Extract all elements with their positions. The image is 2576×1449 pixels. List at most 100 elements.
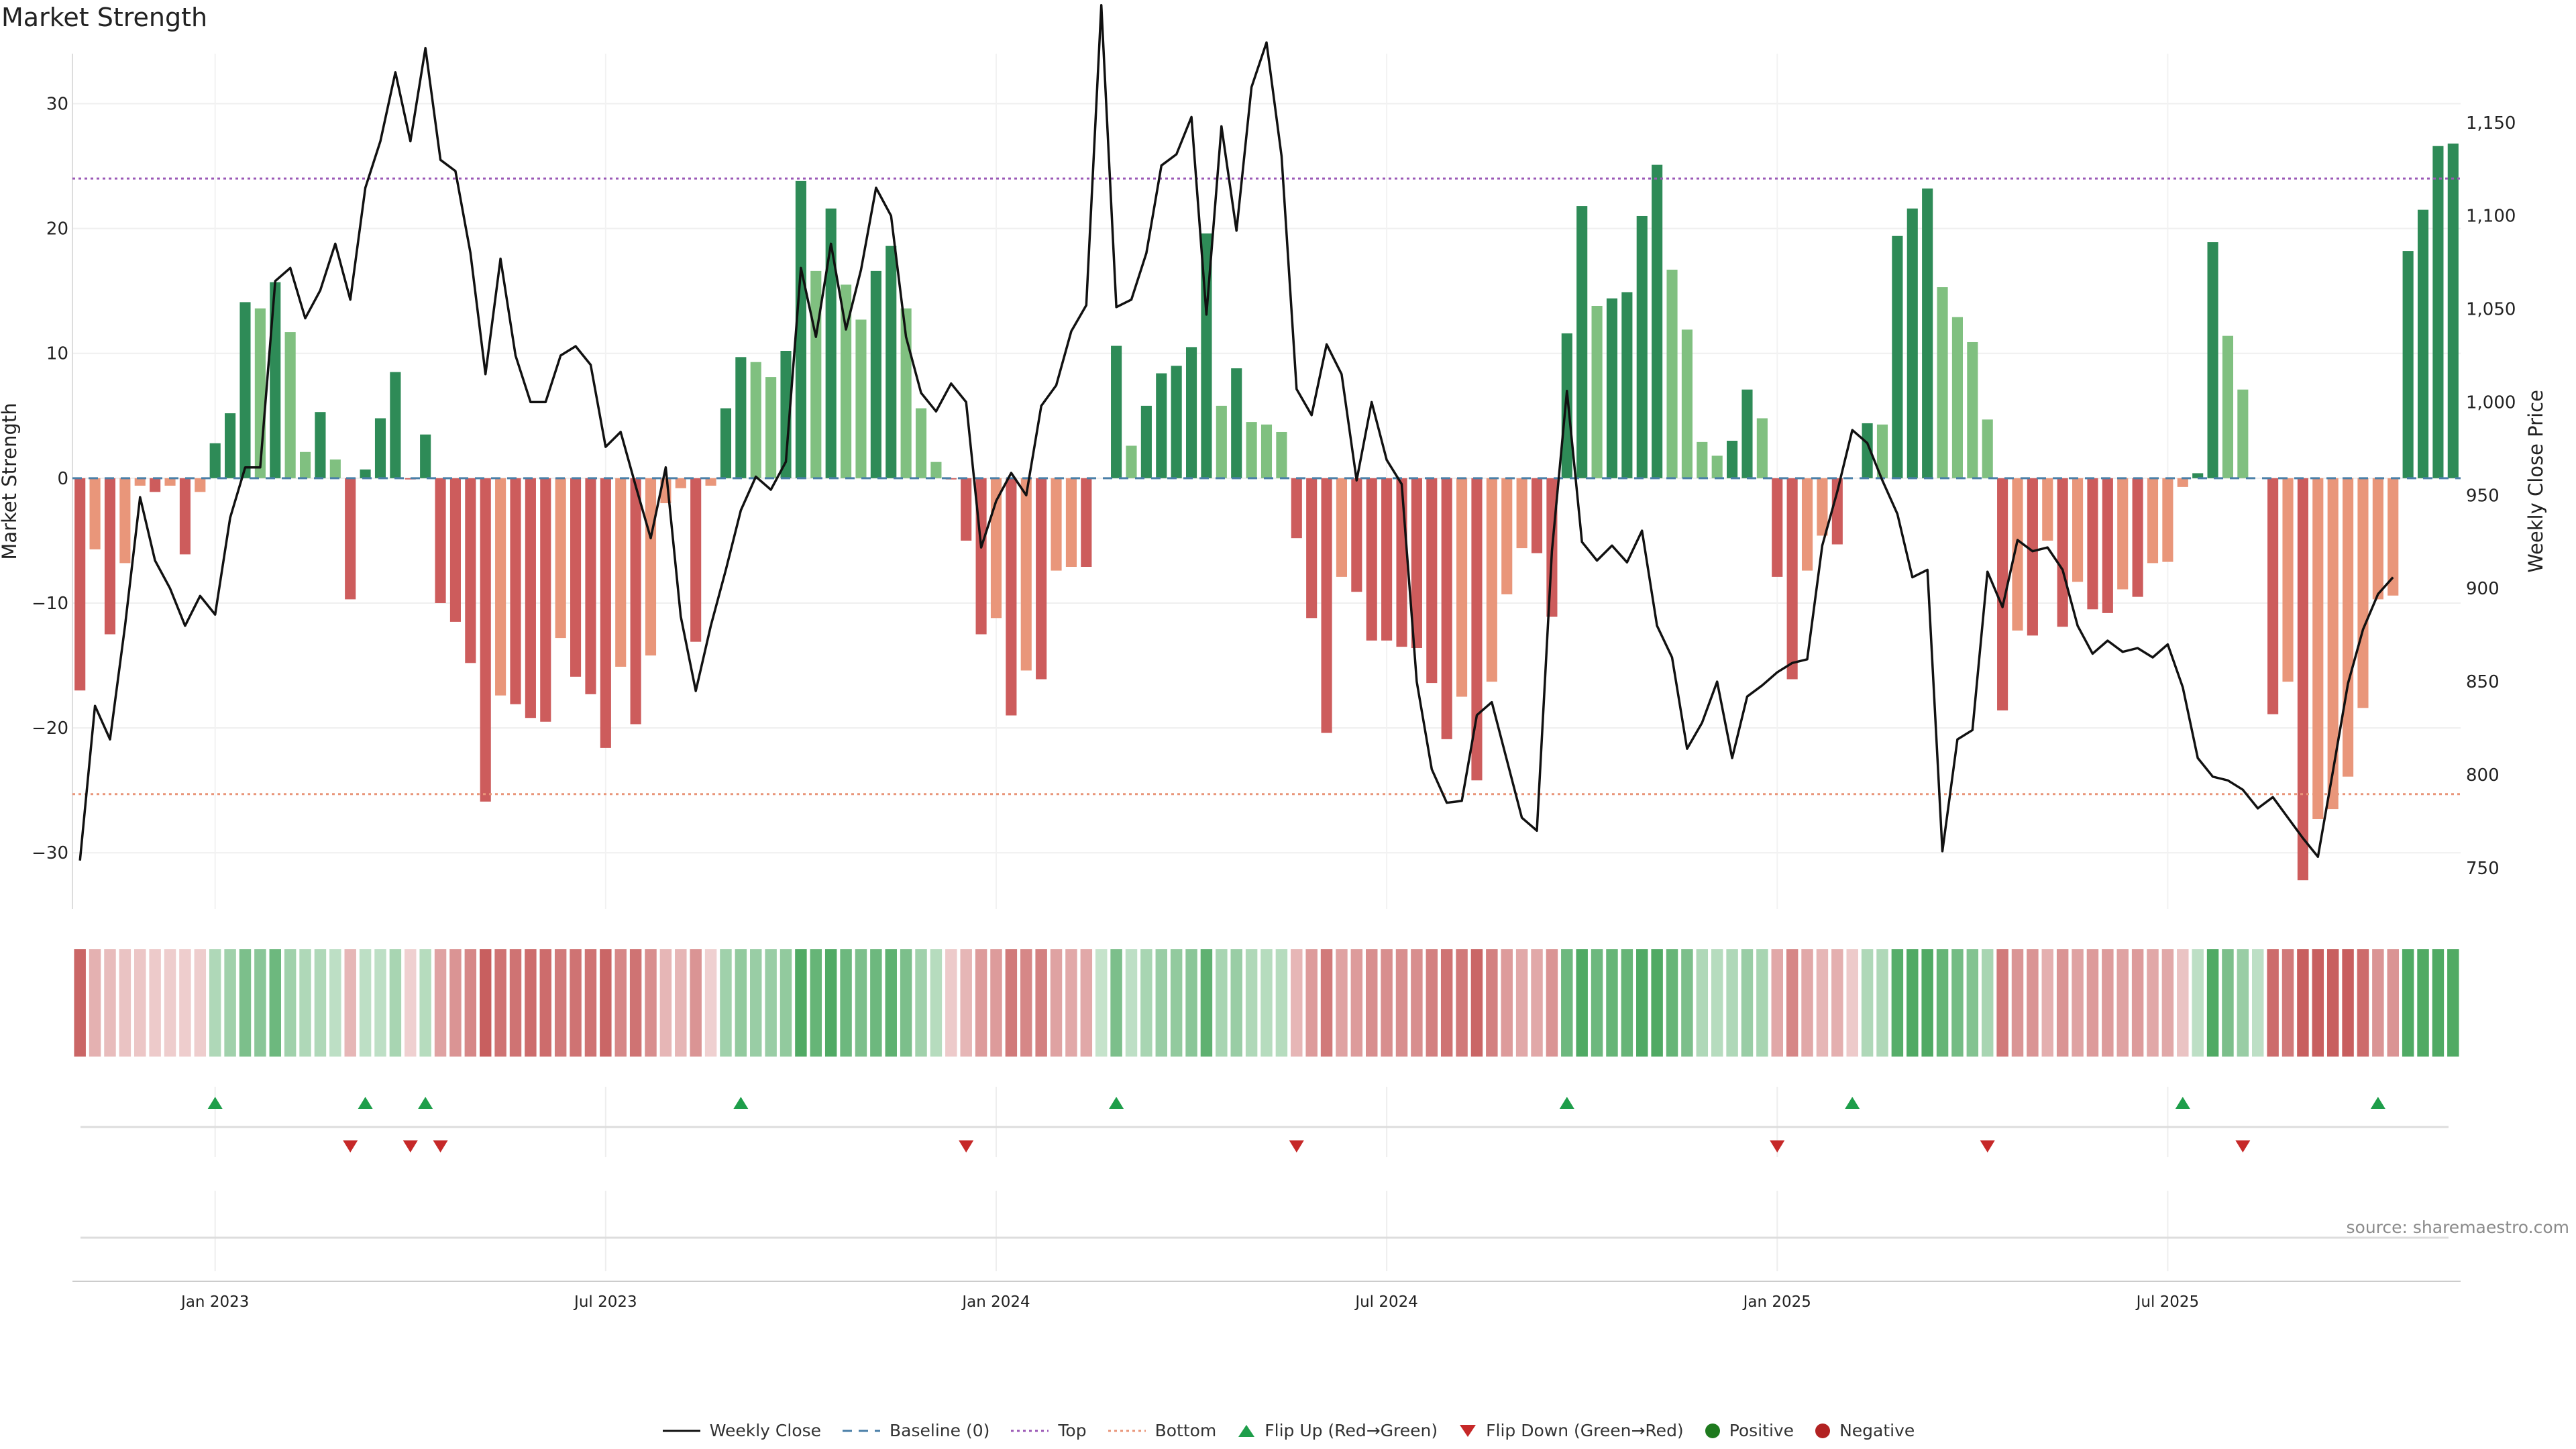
strength-bar-130 xyxy=(2027,478,2038,636)
strength-bar-40 xyxy=(675,478,686,488)
y-tick-label-3: 0 xyxy=(57,469,68,489)
strength-bar-133 xyxy=(2072,478,2084,582)
heat-cell-117 xyxy=(1831,949,1843,1057)
strength-bar-11 xyxy=(239,302,251,478)
strength-bar-47 xyxy=(780,350,792,478)
legend-item-baseline[interactable]: Baseline (0) xyxy=(841,1421,989,1440)
heat-cell-155 xyxy=(2402,949,2414,1057)
strength-bar-14 xyxy=(284,332,296,478)
strength-bar-151 xyxy=(2343,478,2354,777)
heat-cell-85 xyxy=(1350,949,1363,1057)
strength-bar-51 xyxy=(841,284,852,478)
heat-cell-135 xyxy=(2102,949,2114,1057)
heat-cell-112 xyxy=(1756,949,1768,1057)
y2-tick-label-8: 1,150 xyxy=(2466,113,2516,133)
strength-bar-147 xyxy=(2282,478,2294,682)
heat-cell-104 xyxy=(1636,949,1648,1057)
strength-bar-28 xyxy=(495,478,506,696)
heat-cell-22 xyxy=(405,949,417,1057)
flip-down-marker-2 xyxy=(433,1140,448,1152)
strength-bar-123 xyxy=(1922,189,1933,478)
strength-bar-110 xyxy=(1727,441,1738,478)
legend-item-weekly-close[interactable]: Weekly Close xyxy=(661,1421,821,1440)
strength-bar-129 xyxy=(2012,478,2023,631)
heat-cell-23 xyxy=(419,949,431,1057)
strength-bar-27 xyxy=(480,478,491,802)
strength-bar-121 xyxy=(1892,235,1903,478)
strength-bar-99 xyxy=(1561,333,1572,478)
heat-cell-33 xyxy=(570,949,582,1057)
legend-item-top[interactable]: Top xyxy=(1010,1421,1087,1440)
heat-cell-125 xyxy=(1951,949,1964,1057)
heat-cell-157 xyxy=(2432,949,2445,1057)
strength-bar-23 xyxy=(420,434,431,478)
heat-cell-140 xyxy=(2177,949,2189,1057)
y2-tick-label-5: 1,000 xyxy=(2466,392,2516,413)
legend-item-negative[interactable]: Negative xyxy=(1814,1421,1915,1440)
legend-item-positive[interactable]: Positive xyxy=(1704,1421,1794,1440)
heat-cell-49 xyxy=(810,949,822,1057)
heat-cell-114 xyxy=(1786,949,1799,1057)
heat-cell-136 xyxy=(2116,949,2129,1057)
heat-cell-123 xyxy=(1921,949,1933,1057)
heat-cell-53 xyxy=(870,949,882,1057)
strength-bar-52 xyxy=(855,319,867,478)
heat-cell-67 xyxy=(1080,949,1093,1057)
heat-cell-84 xyxy=(1336,949,1348,1057)
heat-cell-8 xyxy=(194,949,207,1057)
strength-bar-83 xyxy=(1321,478,1332,733)
strength-bar-64 xyxy=(1036,478,1047,680)
strength-bar-150 xyxy=(2327,478,2339,810)
strength-bar-9 xyxy=(209,443,221,478)
strength-bar-106 xyxy=(1666,270,1678,478)
legend-label-close: Weekly Close xyxy=(709,1421,822,1440)
heat-cell-30 xyxy=(525,949,537,1057)
heat-cell-2 xyxy=(104,949,116,1057)
legend-item-flip-up[interactable]: Flip Up (Red→Green) xyxy=(1236,1421,1438,1440)
strength-bar-109 xyxy=(1711,455,1723,478)
strength-bar-43 xyxy=(720,408,732,478)
heat-cell-106 xyxy=(1666,949,1678,1057)
strength-bar-114 xyxy=(1786,478,1798,680)
heat-cell-50 xyxy=(824,949,837,1057)
strength-bar-29 xyxy=(510,478,521,704)
x-tick-label-0: Jan 2023 xyxy=(180,1293,249,1311)
flip-up-marker-1 xyxy=(358,1097,373,1109)
strength-bar-33 xyxy=(570,478,582,677)
strength-bar-13 xyxy=(270,282,281,478)
legend-label-flip-down: Flip Down (Green→Red) xyxy=(1486,1421,1684,1440)
heat-cell-101 xyxy=(1591,949,1603,1057)
heat-cell-82 xyxy=(1305,949,1318,1057)
heat-cell-81 xyxy=(1291,949,1303,1057)
heat-cell-58 xyxy=(945,949,957,1057)
strength-bar-108 xyxy=(1697,441,1708,478)
heat-cell-6 xyxy=(164,949,176,1057)
heat-cell-146 xyxy=(2267,949,2279,1057)
strength-bar-140 xyxy=(2177,478,2188,487)
y2-axis-label: Weekly Close Price xyxy=(2524,390,2547,573)
heat-cell-89 xyxy=(1411,949,1423,1057)
x-tick-label-1: Jul 2023 xyxy=(573,1293,637,1311)
heat-cell-4 xyxy=(134,949,146,1057)
flip-up-marker-2 xyxy=(418,1097,433,1109)
strength-bar-45 xyxy=(750,362,761,478)
heat-cell-142 xyxy=(2206,949,2219,1057)
heat-cell-151 xyxy=(2342,949,2354,1057)
flip-up-marker-8 xyxy=(2370,1097,2385,1109)
heat-cell-137 xyxy=(2131,949,2144,1057)
strength-bar-81 xyxy=(1291,478,1302,539)
legend-item-flip-down[interactable]: Flip Down (Green→Red) xyxy=(1458,1421,1684,1440)
strength-bar-116 xyxy=(1817,478,1828,536)
heat-cell-103 xyxy=(1621,949,1633,1057)
heat-cell-153 xyxy=(2372,949,2384,1057)
strength-bar-120 xyxy=(1876,424,1888,478)
strength-bar-69 xyxy=(1111,345,1122,478)
strength-bar-7 xyxy=(179,478,191,555)
strength-bar-25 xyxy=(449,478,462,622)
x-tick-label-4: Jan 2025 xyxy=(1742,1293,1811,1311)
legend-item-bottom[interactable]: Bottom xyxy=(1107,1421,1216,1440)
heat-cell-69 xyxy=(1110,949,1122,1057)
strength-bar-100 xyxy=(1576,206,1588,478)
heat-cell-51 xyxy=(840,949,852,1057)
flip-up-marker-5 xyxy=(1559,1097,1574,1109)
